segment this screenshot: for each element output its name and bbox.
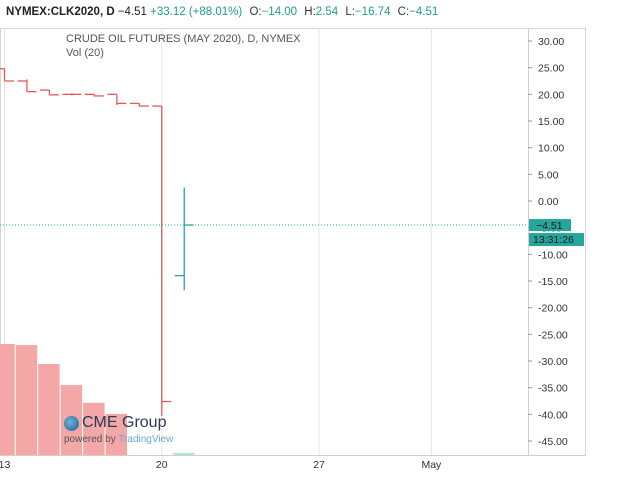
price-change: +33.12 (+88.01%) bbox=[150, 6, 243, 18]
price-tick-label: -10.00 bbox=[538, 249, 568, 261]
price-tick-label: -35.00 bbox=[538, 383, 568, 395]
powered-by-text: powered by bbox=[64, 434, 116, 445]
countdown-badge bbox=[529, 233, 584, 247]
volume-bars bbox=[0, 344, 195, 455]
ohlc-bar bbox=[17, 79, 37, 93]
low-label: L: bbox=[345, 6, 355, 18]
ohlc-bar bbox=[174, 187, 194, 291]
low-value: −16.74 bbox=[354, 6, 391, 18]
price-tick-label: -30.00 bbox=[538, 356, 568, 368]
last-price: −4.51 bbox=[117, 6, 147, 18]
close-label: C: bbox=[397, 6, 410, 18]
cme-group-logo[interactable]: CME Group powered by TradingView bbox=[64, 414, 224, 450]
chart-frame bbox=[0, 28, 586, 456]
volume-bar bbox=[15, 345, 38, 455]
symbol-label: NYMEX:CLK2020, D bbox=[6, 6, 115, 18]
ohlc-bar bbox=[152, 105, 172, 416]
price-tick-label: 0.00 bbox=[538, 196, 559, 208]
symbol-header: NYMEX:CLK2020, D −4.51 +33.12 (+88.01%) … bbox=[6, 6, 438, 22]
price-tick-label: 5.00 bbox=[538, 169, 559, 181]
time-axis[interactable]: 13 20 27 May bbox=[0, 459, 442, 471]
price-tick-label: -40.00 bbox=[538, 409, 568, 421]
ohlc-bar bbox=[107, 93, 127, 105]
close-value: −4.51 bbox=[409, 6, 439, 18]
tradingview-link[interactable]: TradingView bbox=[118, 434, 174, 445]
high-value: 2.54 bbox=[315, 6, 339, 18]
ohlc-bar bbox=[129, 102, 149, 107]
price-tick-label: -15.00 bbox=[538, 276, 568, 288]
price-tick-label: 30.00 bbox=[538, 36, 564, 48]
open-label: O: bbox=[249, 6, 262, 18]
time-tick-label: 20 bbox=[156, 459, 168, 471]
ohlc-bar bbox=[62, 93, 82, 96]
volume-bar bbox=[0, 344, 15, 455]
time-tick-label: 13 bbox=[0, 459, 10, 471]
volume-bar bbox=[83, 402, 105, 455]
volume-bar bbox=[38, 363, 60, 455]
last-price-badge-text: −4.51 bbox=[536, 220, 563, 232]
logo-brand: CME Group bbox=[82, 414, 167, 431]
price-tick-label: 15.00 bbox=[538, 116, 564, 128]
high-label: H: bbox=[304, 6, 316, 18]
powered-by: powered by TradingView bbox=[64, 434, 173, 445]
last-price-badge bbox=[529, 219, 571, 232]
globe-icon bbox=[64, 416, 79, 431]
volume-indicator-label: Vol (20) bbox=[66, 47, 104, 59]
time-tick-label: 27 bbox=[313, 459, 325, 471]
countdown-badge-text: 13:31:26 bbox=[533, 234, 574, 246]
ohlc-bar bbox=[84, 93, 104, 97]
time-tick-label: May bbox=[421, 459, 442, 471]
price-tick-label: 10.00 bbox=[538, 143, 564, 155]
price-bars bbox=[0, 68, 194, 416]
ohlc-bar bbox=[39, 89, 59, 96]
last-price-badges: −4.51 13:31:26 bbox=[529, 219, 584, 247]
price-tick-label: 25.00 bbox=[538, 63, 564, 75]
open-value: −14.00 bbox=[261, 6, 298, 18]
volume-bar bbox=[105, 413, 128, 455]
chart-title: CRUDE OIL FUTURES (MAY 2020), D, NYMEX bbox=[66, 33, 301, 45]
price-tick-label: -45.00 bbox=[538, 436, 568, 448]
price-tick-label: -25.00 bbox=[538, 329, 568, 341]
volume-bar bbox=[173, 452, 195, 455]
ohlc-bar bbox=[0, 68, 14, 82]
price-tick-label: 20.00 bbox=[538, 89, 564, 101]
price-tick-label: -20.00 bbox=[538, 303, 568, 315]
